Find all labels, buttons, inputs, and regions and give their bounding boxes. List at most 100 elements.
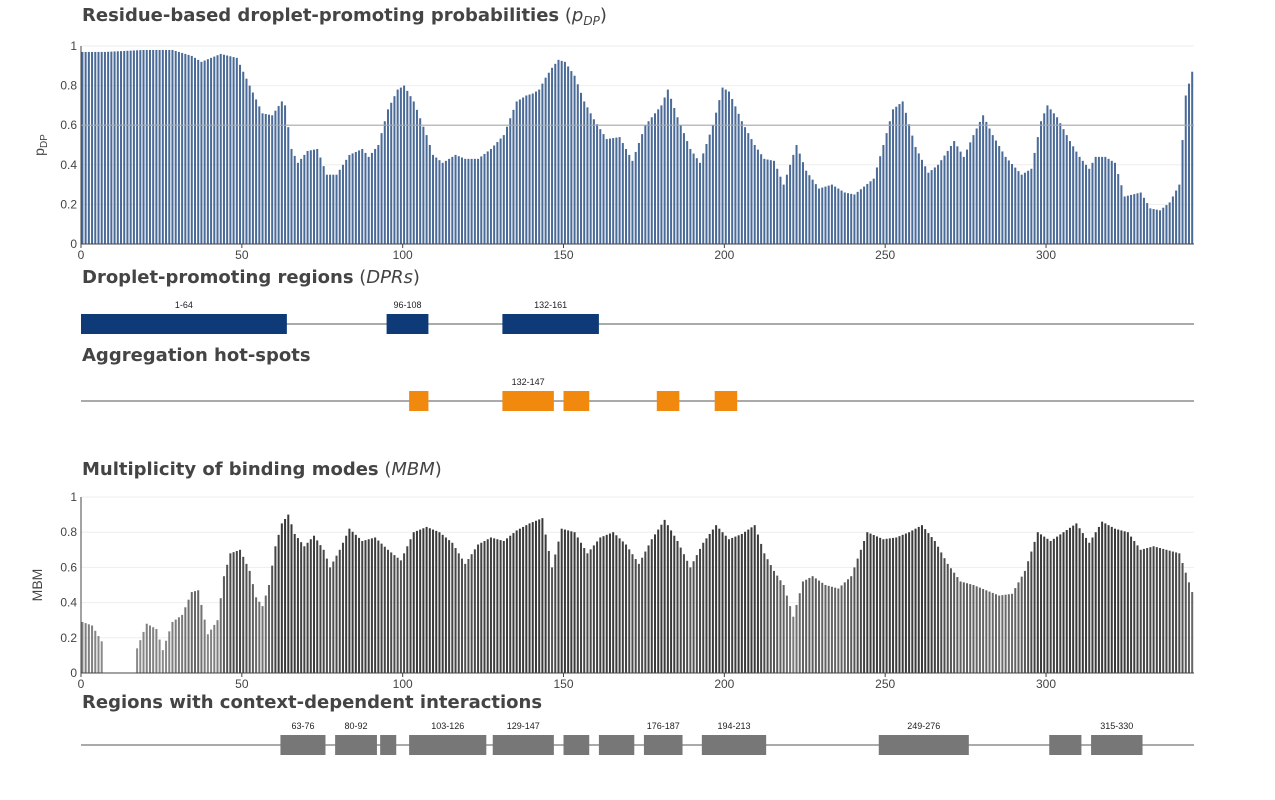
pdp-bar bbox=[969, 142, 972, 244]
mbm-bar bbox=[888, 538, 891, 673]
pdp-bar bbox=[361, 148, 364, 244]
mbm-bar bbox=[554, 554, 557, 673]
mbm-bar bbox=[293, 533, 296, 673]
pdp-bar bbox=[686, 141, 689, 244]
mbm-bar bbox=[206, 634, 209, 673]
mbm-bar bbox=[415, 530, 418, 673]
pdp-bar bbox=[232, 57, 235, 245]
mbm-bar bbox=[351, 531, 354, 673]
mbm-bar bbox=[747, 529, 750, 673]
mbm-bar bbox=[1113, 528, 1116, 673]
pdp-bar bbox=[634, 151, 637, 244]
pdp-bar bbox=[908, 124, 911, 244]
pdp-bar bbox=[1113, 162, 1116, 244]
mbm-bar bbox=[432, 529, 435, 673]
mbm-bar bbox=[358, 537, 361, 673]
pdp-bar bbox=[689, 148, 692, 244]
pdp-xtick-label: 50 bbox=[235, 248, 249, 262]
mbm-bar bbox=[959, 581, 962, 673]
mbm-bar bbox=[734, 536, 737, 673]
pdp-bar bbox=[1187, 83, 1190, 245]
pdp-bar bbox=[165, 49, 168, 245]
mbm-bar bbox=[618, 538, 621, 673]
mbm-bar bbox=[708, 533, 711, 673]
pdp-bar bbox=[682, 133, 685, 244]
mbm-bar bbox=[898, 536, 901, 673]
pdp-bar bbox=[351, 153, 354, 244]
pdp-bar bbox=[187, 54, 190, 244]
mbm-bar bbox=[834, 587, 837, 673]
pdp-bar bbox=[428, 145, 431, 244]
pdp-bar bbox=[309, 150, 312, 244]
hotspots-segment-label: 132-147 bbox=[512, 377, 545, 387]
pdp-bar bbox=[930, 170, 933, 244]
mbm-bar bbox=[879, 537, 882, 673]
mbm-bar bbox=[1101, 521, 1104, 673]
context-segment bbox=[380, 735, 397, 755]
mbm-bar bbox=[171, 621, 174, 673]
mbm-bar bbox=[486, 539, 489, 673]
pdp-bar bbox=[949, 145, 952, 244]
mbm-bar bbox=[81, 621, 84, 673]
pdp-bar bbox=[837, 188, 840, 244]
mbm-bar bbox=[689, 567, 692, 673]
mbm-xtick-label: 50 bbox=[235, 677, 249, 691]
pdp-bar bbox=[1039, 121, 1043, 244]
pdp-bar bbox=[329, 174, 332, 244]
mbm-xtick-label: 150 bbox=[553, 677, 573, 691]
mbm-bar bbox=[821, 582, 824, 673]
pdp-bar bbox=[1020, 174, 1023, 244]
mbm-bar bbox=[882, 539, 885, 673]
mbm-bar bbox=[663, 519, 666, 673]
pdp-bar bbox=[245, 78, 248, 244]
pdp-bar bbox=[155, 49, 158, 245]
mbm-bar bbox=[1097, 526, 1100, 673]
mbm-bar bbox=[380, 543, 383, 673]
pdp-bar bbox=[457, 156, 460, 244]
mbm-bar bbox=[1146, 548, 1149, 673]
pdp-bar bbox=[1165, 205, 1168, 244]
mbm-bar bbox=[158, 639, 161, 673]
mbm-bar bbox=[1091, 537, 1094, 673]
pdp-bar bbox=[1062, 129, 1065, 244]
pdp-bar bbox=[174, 50, 177, 245]
pdp-bar bbox=[251, 92, 254, 244]
mbm-bar bbox=[1133, 541, 1136, 673]
mbm-bar bbox=[1139, 549, 1142, 673]
pdp-bar bbox=[451, 156, 454, 244]
pdp-bar bbox=[782, 184, 785, 244]
mbm-bar bbox=[271, 565, 274, 673]
pdp-bar bbox=[525, 95, 528, 244]
mbm-bar bbox=[969, 584, 972, 673]
pdp-bar bbox=[386, 109, 390, 244]
mbm-bar bbox=[348, 528, 351, 673]
mbm-bar bbox=[538, 519, 541, 673]
mbm-bar bbox=[94, 630, 97, 673]
mbm-bar bbox=[933, 541, 936, 673]
pdp-bar bbox=[415, 109, 418, 244]
mbm-bar bbox=[258, 601, 261, 673]
pdp-bar bbox=[399, 87, 402, 244]
mbm-bar bbox=[528, 523, 531, 673]
pdp-bar bbox=[158, 49, 161, 245]
mbm-bar bbox=[1072, 525, 1075, 673]
pdp-bar bbox=[988, 128, 991, 244]
pdp-bar bbox=[811, 179, 814, 244]
mbm-bar bbox=[702, 542, 705, 673]
pdp-bar bbox=[271, 115, 274, 244]
mbm-bar bbox=[586, 553, 589, 673]
dpr-segment bbox=[502, 314, 599, 334]
mbm-bar bbox=[1075, 523, 1078, 673]
pdp-bar bbox=[110, 51, 113, 244]
mbm-bar bbox=[589, 549, 592, 673]
pdp-bar bbox=[515, 101, 518, 244]
pdp-bar bbox=[592, 119, 595, 244]
mbm-bar bbox=[731, 537, 734, 673]
pdp-bar bbox=[470, 158, 473, 244]
mbm-bar bbox=[892, 537, 895, 673]
pdp-bar bbox=[1133, 194, 1136, 244]
mbm-bar bbox=[161, 650, 164, 673]
pdp-bar bbox=[393, 96, 396, 244]
mbm-bar bbox=[920, 525, 923, 673]
mbm-bar bbox=[1065, 530, 1068, 673]
